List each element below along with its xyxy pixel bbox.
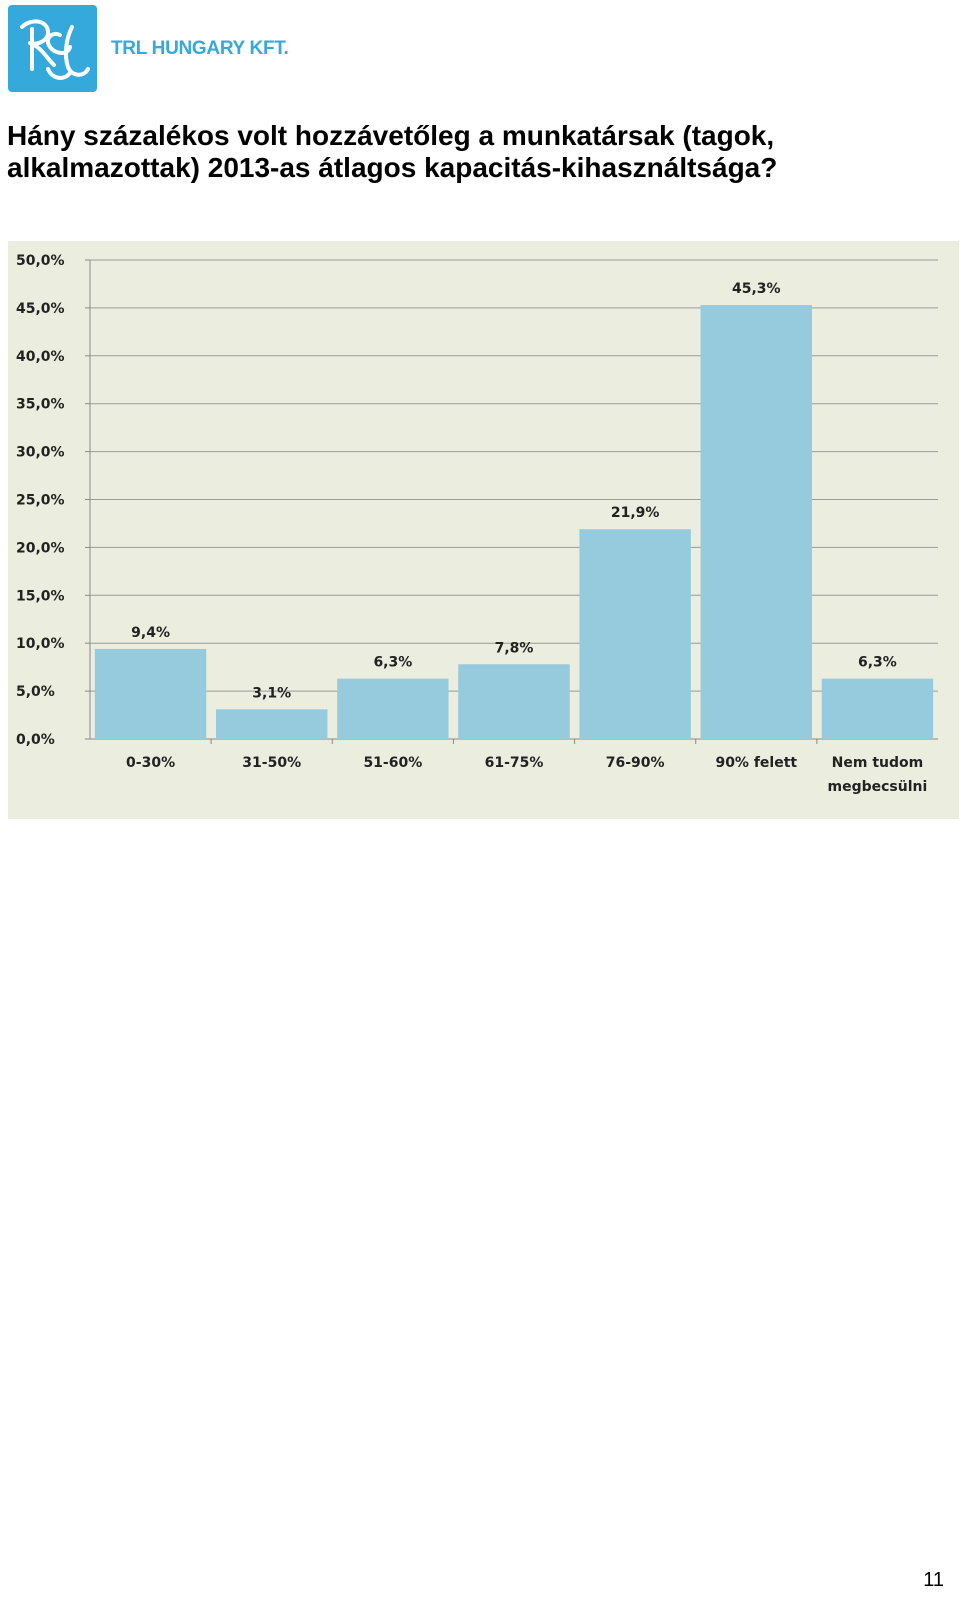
y-tick-label: 45,0% [16,301,65,317]
bar [821,678,934,739]
x-tick-label: 0-30% [126,755,175,771]
y-tick-label: 15,0% [16,588,65,604]
y-tick-label: 10,0% [16,636,65,652]
data-label: 45,3% [732,281,781,297]
x-tick-label: 31-50% [242,755,301,771]
trl-logo-icon [8,5,97,92]
y-tick-label: 40,0% [16,349,65,365]
y-tick-label: 35,0% [16,397,65,413]
data-label: 7,8% [495,640,534,656]
data-label: 21,9% [611,505,660,521]
bar [579,529,691,739]
bar [215,709,328,739]
y-tick-label: 5,0% [16,684,55,700]
y-tick-label: 0,0% [16,732,55,748]
x-tick-label: 61-75% [485,755,544,771]
y-tick-label: 30,0% [16,445,65,461]
page-number: 11 [923,1569,944,1591]
data-label: 6,3% [858,655,897,671]
bar [337,678,449,739]
chart-canvas: 0,0% 5,0% 10,0% 15,0% 20,0% 25,0% 30,0% 35,0% 40… [8,241,959,819]
x-tick-label: megbecsülni [828,779,928,795]
bar [458,664,570,739]
x-tick-label: 76-90% [606,755,665,771]
y-tick-label: 25,0% [16,493,65,509]
brand-name: TRL HUNGARY KFT. [111,38,289,59]
bar-chart: 0,0% 5,0% 10,0% 15,0% 20,0% 25,0% 30,0% 35,0% 40… [8,241,959,819]
bar [700,305,813,739]
x-tick-label: 90% felett [715,755,797,771]
x-tick-label: 51-60% [363,755,422,771]
y-tick-label: 50,0% [16,253,65,269]
x-tick-label: Nem tudom [832,755,924,771]
page-title: Hány százalékos volt hozzávetőleg a munk… [7,120,778,183]
data-label: 9,4% [131,625,170,641]
bar [94,648,207,739]
y-tick-label: 20,0% [16,540,65,556]
data-label: 6,3% [373,655,412,671]
data-label: 3,1% [252,685,291,701]
